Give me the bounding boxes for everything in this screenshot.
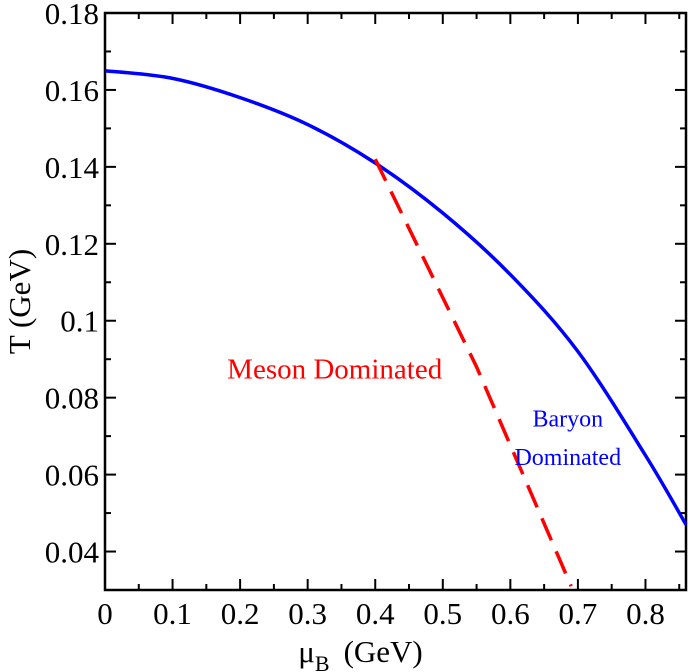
x-axis-label: μB (GeV) [298,634,423,672]
dashed-boundary-line [373,158,573,587]
y-axis-label: T (GeV) [2,249,37,354]
series-layer [104,68,688,587]
x-axis-label-subscript: B [315,651,330,672]
x-tick-label: 0.1 [153,596,192,631]
baryon-dominated-label: Dominated [514,445,621,471]
y-tick-label: 0.04 [45,535,100,570]
ticks-layer: 0 0.1 0.2 0.3 0.4 0.5 0.6 0.7 0.8 0.04 0.06 0.08 0.1… [45,0,686,631]
meson-dominated-label: Meson Dominated [227,353,443,385]
y-tick-label: 0.14 [45,150,100,185]
x-tick-label: 0.5 [423,596,462,631]
plot-frame [103,11,688,592]
y-tick-label: 0.06 [45,458,99,493]
x-tick-label: 0.3 [288,596,327,631]
x-tick-label: 0.8 [626,596,665,631]
y-tick-label: 0.08 [45,381,99,416]
y-tick-label: 0.18 [45,0,99,31]
x-tick-label: 0.4 [356,596,395,631]
y-tick-label: 0.12 [45,227,99,262]
plot-frame-layer [103,11,688,592]
x-tick-label: 0.2 [221,596,260,631]
x-axis-label-symbol: μ [298,634,315,669]
x-tick-label: 0.7 [559,596,598,631]
x-tick-label: 0 [97,596,113,631]
y-tick-label: 0.1 [60,304,99,339]
annotation-layer: Meson Dominated Baryon Dominated [227,353,621,471]
x-tick-label: 0.6 [491,596,530,631]
y-tick-label: 0.16 [45,73,99,108]
baryon-dominated-label: Baryon [532,407,603,433]
phase-boundary-line [104,68,688,526]
x-axis-label-unit: (GeV) [344,634,423,669]
